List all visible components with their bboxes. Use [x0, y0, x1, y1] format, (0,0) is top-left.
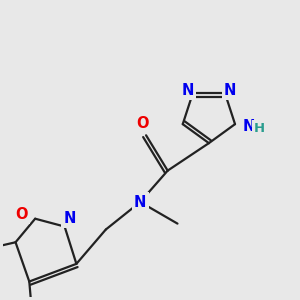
- Text: N: N: [224, 83, 236, 98]
- Text: H: H: [254, 122, 265, 135]
- Text: N: N: [182, 83, 194, 98]
- Text: N: N: [63, 211, 76, 226]
- Text: O: O: [15, 207, 28, 222]
- Text: N: N: [134, 194, 146, 209]
- Text: N: N: [243, 118, 255, 134]
- Text: O: O: [136, 116, 148, 131]
